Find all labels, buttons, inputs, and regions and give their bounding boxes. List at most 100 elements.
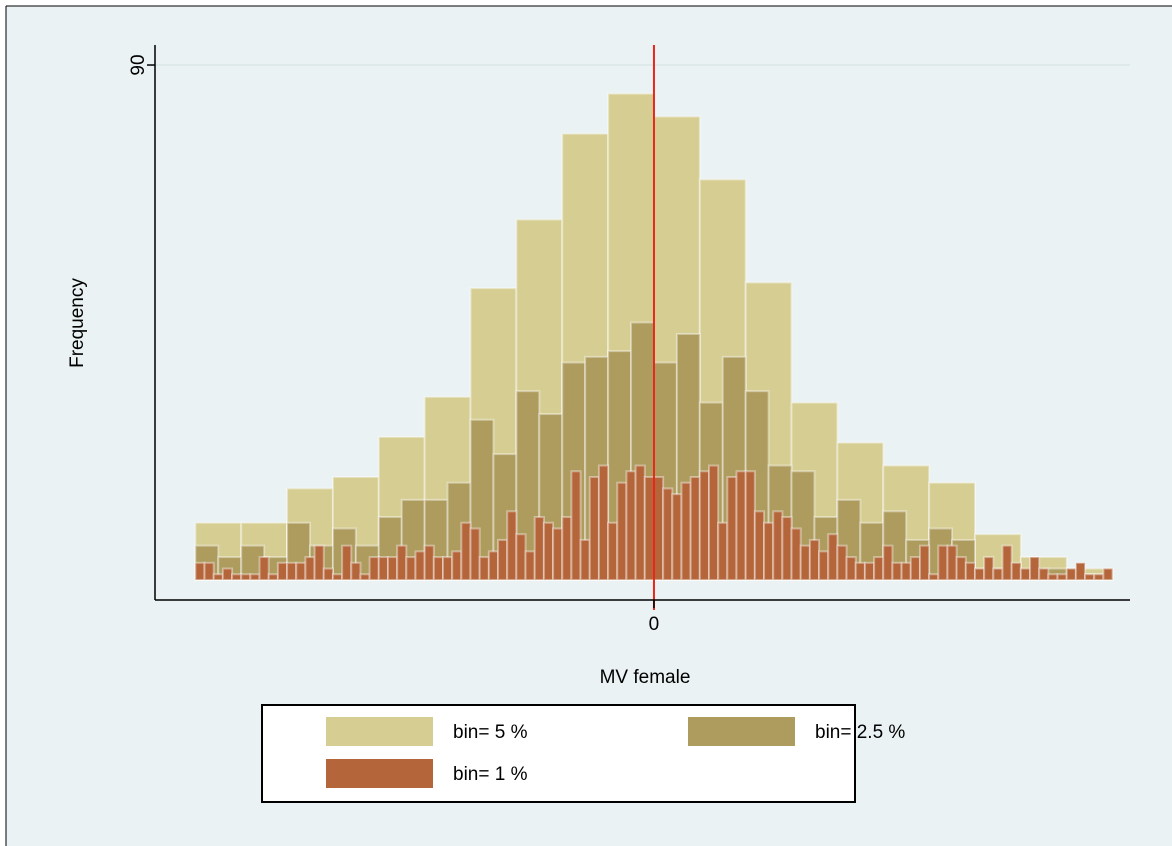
bar: [955, 556, 967, 581]
bar: [249, 573, 261, 581]
bar: [1019, 567, 1032, 581]
bar: [964, 561, 976, 581]
bar: [469, 527, 481, 581]
x-tick-label: 0: [649, 614, 660, 635]
bar: [744, 470, 756, 581]
bar: [698, 470, 710, 581]
bar: [1029, 556, 1041, 581]
bar: [478, 556, 490, 581]
legend-label: bin= 2.5 %: [815, 722, 905, 743]
bar: [423, 544, 435, 581]
bar: [973, 567, 986, 581]
legend-label: bin= 5 %: [453, 722, 528, 743]
bar: [258, 556, 270, 581]
bar: [1047, 573, 1059, 581]
bar: [368, 556, 380, 581]
bar: [1010, 561, 1022, 581]
bar: [240, 573, 252, 581]
bar: [707, 464, 720, 581]
bar: [597, 464, 610, 581]
bar: [873, 556, 885, 581]
bar: [634, 464, 646, 581]
y-axis-title: Frequency: [67, 278, 88, 368]
bar: [322, 567, 334, 581]
bar: [203, 561, 215, 581]
bar: [726, 475, 738, 581]
bar: [194, 561, 206, 581]
bar: [542, 521, 555, 581]
bar: [891, 561, 903, 581]
bar: [818, 550, 830, 581]
bar: [460, 521, 472, 581]
bar: [588, 475, 600, 581]
x-axis-title: MV female: [600, 667, 691, 688]
bar: [231, 573, 243, 581]
bar: [680, 481, 692, 581]
bar: [790, 527, 802, 581]
bar: [1056, 573, 1068, 581]
bar: [561, 516, 573, 581]
bar: [304, 556, 316, 581]
bar: [625, 470, 637, 581]
bar: [799, 544, 811, 581]
bar: [836, 544, 848, 581]
bar: [808, 538, 821, 581]
bar: [882, 544, 894, 581]
bar: [992, 567, 1004, 581]
bar: [286, 561, 298, 581]
bar: [267, 573, 279, 581]
bar: [405, 556, 417, 581]
bar: [652, 475, 665, 581]
bar: [1038, 567, 1050, 581]
bar: [717, 521, 729, 581]
bar: [579, 538, 591, 581]
bar: [937, 544, 949, 581]
legend-label: bin= 1 %: [453, 764, 528, 785]
bar: [570, 470, 582, 581]
bar: [928, 573, 940, 581]
bar: [313, 544, 325, 581]
bar: [276, 561, 289, 581]
bar: [331, 573, 344, 581]
bar: [552, 527, 564, 581]
bar: [487, 550, 500, 581]
bar: [763, 521, 775, 581]
bar: [497, 538, 509, 581]
bar: [414, 550, 426, 581]
bar: [432, 556, 445, 581]
bar: [689, 475, 701, 581]
bar: [442, 556, 454, 581]
bar: [341, 544, 353, 581]
bar: [515, 533, 527, 581]
bar: [946, 544, 958, 581]
bar: [1093, 573, 1105, 581]
bar: [1084, 573, 1096, 581]
y-tick-label: 90: [128, 54, 149, 75]
bar: [1065, 567, 1077, 581]
bar: [1001, 544, 1013, 581]
bar: [753, 510, 766, 581]
bar: [909, 556, 921, 581]
legend-swatch: [326, 759, 433, 788]
legend-swatch: [326, 717, 433, 746]
bar: [854, 561, 866, 581]
bar: [607, 521, 619, 581]
bar: [377, 556, 389, 581]
bar: [533, 516, 545, 581]
bar: [772, 510, 784, 581]
bar: [643, 475, 655, 581]
bar: [616, 481, 628, 581]
bar: [451, 550, 463, 581]
bar: [827, 533, 839, 581]
legend-swatch: [688, 717, 795, 746]
bar: [386, 556, 399, 581]
bar: [1102, 567, 1114, 581]
bar: [359, 573, 371, 581]
bar: [295, 561, 307, 581]
bar: [735, 470, 747, 581]
bar: [781, 516, 793, 581]
bar: [396, 544, 408, 581]
bar: [506, 510, 518, 581]
